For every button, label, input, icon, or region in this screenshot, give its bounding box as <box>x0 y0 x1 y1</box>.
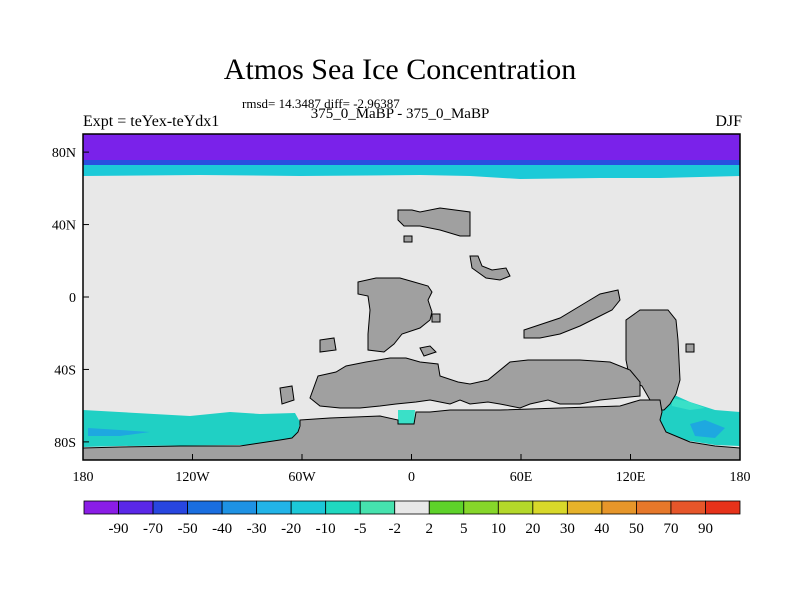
colorbar-level-label: -20 <box>281 521 301 537</box>
colorbar-level-label: 40 <box>594 521 609 537</box>
colorbar-level-label: -10 <box>316 521 336 537</box>
colorbar-labels: -90 -70 -50 -40 -30 -20 -10 -5 -2 2 5 10 20 30 40 50 70 9… <box>109 521 713 537</box>
west-pacific-light-patch <box>672 398 705 410</box>
colorbar-swatch <box>566 500 603 515</box>
colorbar-level-label: 90 <box>698 521 713 537</box>
small-island-a <box>431 313 441 323</box>
antarctic-pacific-ice-decrease <box>83 410 300 447</box>
x-tick-label: 120W <box>175 470 210 485</box>
colorbar-swatch <box>497 500 534 515</box>
colorbar-swatch <box>83 500 119 515</box>
experiment-label: Expt = teYex-teYdx1 <box>83 113 220 130</box>
colorbar-level-label: 20 <box>525 521 540 537</box>
colorbar-swatch <box>532 500 568 515</box>
x-tick-label: 60W <box>288 470 316 485</box>
small-island-d <box>685 343 695 353</box>
antarctic-landmass <box>83 399 740 460</box>
colorbar <box>83 500 741 515</box>
y-tick-label: 0 <box>69 291 76 306</box>
season-label: DJF <box>715 113 742 130</box>
land-mask <box>83 207 740 460</box>
y-tick-label: 80S <box>54 436 76 451</box>
stats-line: rmsd= 14.3487 diff= -2.96387 <box>242 96 400 111</box>
colorbar-level-label: -70 <box>143 521 163 537</box>
x-tick-label: 60E <box>510 470 533 485</box>
sinuous-island-arc <box>523 289 621 339</box>
y-tick-label: 40S <box>54 363 76 378</box>
equatorial-continent <box>357 277 433 353</box>
colorbar-level-label: -50 <box>178 521 198 537</box>
colorbar-swatch <box>290 500 327 515</box>
colorbar-level-label: -2 <box>388 521 401 537</box>
colorbar-swatch <box>463 500 499 515</box>
north-continent <box>397 207 471 237</box>
latitude-axis: 80N 40N 0 40S 80S <box>52 146 89 451</box>
x-tick-label: 180 <box>73 470 94 485</box>
y-tick-label: 40N <box>52 219 76 234</box>
x-tick-label: 180 <box>730 470 751 485</box>
colorbar-swatch <box>359 500 396 515</box>
colorbar-level-label: -5 <box>354 521 367 537</box>
chart-title: Atmos Sea Ice Concentration <box>223 53 577 86</box>
colorbar-level-label: 10 <box>491 521 506 537</box>
colorbar-swatch <box>256 500 292 515</box>
arctic-band-edge <box>83 160 740 165</box>
longitude-axis: 180 120W 60W 0 60E 120E 180 <box>73 454 751 485</box>
colorbar-level-label: 2 <box>426 521 434 537</box>
atlantic-ice-decrease <box>398 410 415 424</box>
colorbar-level-label: 30 <box>560 521 575 537</box>
colorbar-level-label: -30 <box>247 521 267 537</box>
colorbar-swatch <box>187 500 223 515</box>
x-tick-label: 120E <box>616 470 646 485</box>
x-tick-label: 0 <box>408 470 415 485</box>
arctic-fringe <box>83 165 740 179</box>
colorbar-level-label: 70 <box>663 521 678 537</box>
colorbar-swatch <box>670 500 706 515</box>
small-island-b <box>419 345 437 357</box>
west-pacific-deep-patch <box>690 420 725 438</box>
colorbar-level-label: 50 <box>629 521 644 537</box>
southern-island <box>279 385 295 405</box>
case-subtitle: 375_0_MaBP - 375_0_MaBP <box>310 106 490 122</box>
colorbar-swatch <box>221 500 258 515</box>
y-tick-label: 80N <box>52 146 76 161</box>
colorbar-level-label: -90 <box>109 521 129 537</box>
antarctic-deep-decrease <box>88 428 150 436</box>
colorbar-swatch <box>601 500 637 515</box>
north-island <box>403 235 413 243</box>
colorbar-level-label: -40 <box>212 521 232 537</box>
southern-supercontinent <box>309 357 641 409</box>
colorbar-level-label: 5 <box>460 521 468 537</box>
colorbar-swatch <box>636 500 672 515</box>
east-islands <box>469 255 511 281</box>
colorbar-swatch <box>152 500 188 515</box>
colorbar-swatch <box>428 500 465 515</box>
colorbar-swatch <box>325 500 361 515</box>
colorbar-swatch <box>705 500 741 515</box>
colorbar-swatch <box>394 500 430 515</box>
small-island-c <box>319 337 337 353</box>
colorbar-swatch <box>118 500 154 515</box>
